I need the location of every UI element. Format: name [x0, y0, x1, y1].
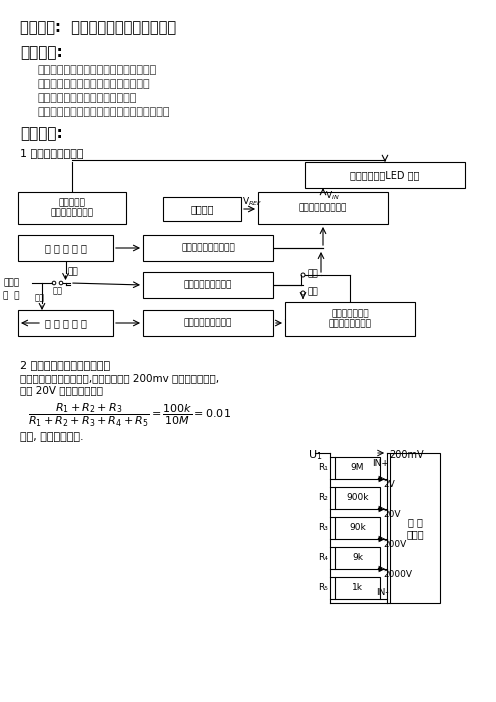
Circle shape	[378, 538, 381, 541]
Text: 小数点驱动
（配合被测量与量: 小数点驱动 （配合被测量与量	[51, 198, 94, 218]
Bar	[18, 235, 113, 261]
Text: 直流: 直流	[308, 270, 319, 279]
Bar	[143, 310, 273, 336]
Text: R₄: R₄	[318, 553, 328, 562]
Text: 过 压 过 流 保: 过 压 过 流 保	[45, 318, 86, 328]
Bar	[258, 192, 388, 224]
Text: 输  入: 输 入	[3, 291, 19, 300]
Bar	[163, 197, 241, 221]
Bar	[335, 547, 380, 569]
Text: 这样, 就扩大了量程.: 这样, 就扩大了量程.	[20, 432, 84, 442]
Text: 电流: 电流	[35, 293, 45, 302]
Text: 实验名称:  数字万用表设计性实验讲义: 实验名称: 数字万用表设计性实验讲义	[20, 20, 176, 35]
Text: V$_{IN}$: V$_{IN}$	[325, 189, 340, 201]
Circle shape	[378, 567, 381, 571]
Text: 其中 20V 量程缩放比例为: 其中 20V 量程缩放比例为	[20, 385, 103, 395]
Circle shape	[378, 508, 381, 510]
Text: IN-: IN-	[376, 588, 389, 597]
Text: U$_1$: U$_1$	[308, 448, 322, 462]
Text: 900k: 900k	[346, 494, 369, 503]
Bar	[18, 310, 113, 336]
Bar	[335, 487, 380, 509]
Bar	[390, 453, 440, 603]
Text: 200V: 200V	[383, 540, 406, 549]
Text: 200mV: 200mV	[389, 450, 424, 460]
Text: 分流器（重程转换）: 分流器（重程转换）	[184, 319, 232, 328]
Text: 实验原理:: 实验原理:	[20, 126, 63, 141]
Text: 掌握数字万用表的校准方法和使用方法: 掌握数字万用表的校准方法和使用方法	[38, 79, 151, 89]
Text: 电压: 电压	[53, 286, 63, 295]
Text: 分档电压（重程转换）: 分档电压（重程转换）	[181, 244, 235, 253]
Text: 交流直流变换器
（放大、整流、滤: 交流直流变换器 （放大、整流、滤	[328, 310, 372, 329]
Bar	[335, 517, 380, 539]
Text: 2 设计组装多量程直流电压表: 2 设计组装多量程直流电压表	[20, 360, 110, 370]
Text: $\dfrac{R_1+R_2+R_3}{R_1+R_2+R_3+R_4+R_5}=\dfrac{100k}{10M}=0.01$: $\dfrac{R_1+R_2+R_3}{R_1+R_2+R_3+R_4+R_5…	[28, 402, 231, 429]
Text: 实验目的:: 实验目的:	[20, 45, 63, 60]
Text: 数 字
电压表: 数 字 电压表	[406, 517, 424, 539]
Bar	[18, 192, 126, 224]
Bar	[335, 457, 380, 479]
Text: IN+: IN+	[372, 459, 389, 468]
Text: 分压器（重程转换）: 分压器（重程转换）	[184, 281, 232, 289]
Text: 掌握分压及分流电路的连接和计算: 掌握分压及分流电路的连接和计算	[38, 93, 137, 103]
Bar	[143, 272, 273, 298]
Text: 基准电压: 基准电压	[190, 204, 214, 214]
Text: 交流: 交流	[308, 288, 319, 296]
Text: 采用串联电阻分压器原理,将最大电压为 200mv 的表头量程扩大,: 采用串联电阻分压器原理,将最大电压为 200mv 的表头量程扩大,	[20, 373, 219, 383]
Text: 1k: 1k	[352, 583, 363, 592]
Text: 过 压 过 流 保: 过 压 过 流 保	[45, 243, 86, 253]
Bar	[285, 302, 415, 336]
Text: 1 数字万用表的组成: 1 数字万用表的组成	[20, 148, 83, 158]
Text: R₂: R₂	[318, 494, 328, 503]
Text: V$_{REF}$: V$_{REF}$	[242, 195, 262, 208]
Text: 2000V: 2000V	[383, 570, 412, 579]
Text: 20V: 20V	[383, 510, 400, 519]
Bar	[143, 235, 273, 261]
Text: R₁: R₁	[318, 463, 328, 472]
Text: R₃: R₃	[318, 524, 328, 533]
Text: R₅: R₅	[318, 583, 328, 592]
Text: 9k: 9k	[352, 553, 363, 562]
Circle shape	[378, 477, 381, 480]
Text: 模数转换、译码驱动: 模数转换、译码驱动	[299, 204, 347, 213]
Bar	[335, 577, 380, 599]
Text: 2V: 2V	[383, 480, 395, 489]
Text: 90k: 90k	[349, 524, 366, 533]
Text: 电阻: 电阻	[67, 267, 78, 276]
Text: 被测量: 被测量	[3, 278, 19, 287]
Text: 掌握数字万用表的工作原理、组成和特性: 掌握数字万用表的工作原理、组成和特性	[38, 65, 157, 75]
Text: 9M: 9M	[351, 463, 364, 472]
Text: 了解整流滤波电路和过压过流保护电路的功用: 了解整流滤波电路和过压过流保护电路的功用	[38, 107, 171, 117]
Bar	[305, 162, 465, 188]
Text: 数字显示屏（LED 或液: 数字显示屏（LED 或液	[350, 170, 420, 180]
